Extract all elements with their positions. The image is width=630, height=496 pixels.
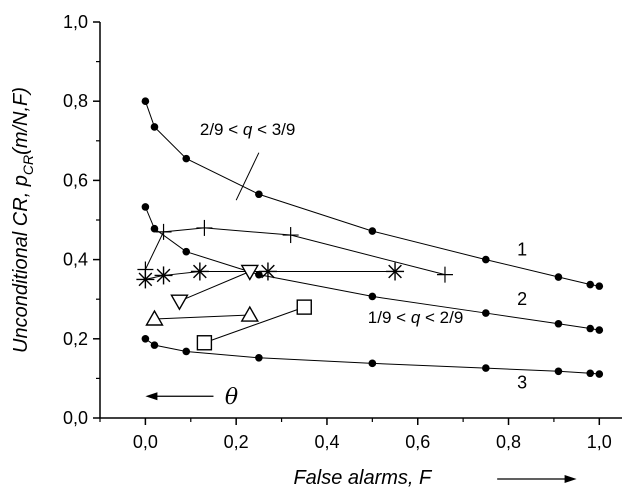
dot-point	[554, 367, 563, 376]
series-line	[204, 306, 305, 344]
dot-point	[141, 335, 150, 343]
dot-point	[368, 359, 377, 368]
x-tick-label: 0,8	[496, 432, 521, 452]
square-point	[196, 335, 213, 351]
asterisk-point	[258, 262, 277, 281]
curve-label: 1	[517, 240, 527, 260]
dot-point	[141, 203, 150, 211]
curve-label: 2	[517, 289, 527, 309]
plus-point	[155, 223, 172, 240]
y-axis-title: Unconditional CR, pCR(m/N,F)	[10, 87, 36, 353]
triangle-down-point	[170, 294, 189, 311]
series-line	[145, 338, 600, 375]
axes: 0,0 0,2 0,4 0,6 0,8 1,0 0,0 0,2 0,4 0,6 0,8 1,0	[63, 12, 622, 452]
series-line	[179, 271, 250, 302]
annotation-lower: 1/9 < q < 2/9	[368, 308, 464, 327]
dot-point	[141, 97, 150, 105]
asterisk-stroke	[261, 264, 275, 279]
dot-point	[150, 224, 159, 233]
dot-point	[255, 354, 263, 362]
y-tick-label: 1,0	[63, 12, 88, 32]
asterisk-point	[190, 262, 209, 281]
dot-point	[150, 341, 159, 349]
dot-point	[150, 123, 159, 131]
theta-arrow-head	[145, 392, 158, 401]
x-tick-label: 0,2	[224, 432, 249, 452]
asterisk-stroke	[193, 264, 207, 279]
dot-point	[482, 255, 490, 264]
asterisk-stroke	[388, 264, 402, 279]
series-line	[145, 270, 396, 280]
labels: False alarms, F Unconditional CR, pCR(m/N…	[10, 87, 577, 489]
x-axis-arrow-head	[564, 475, 577, 483]
dot-point	[255, 270, 263, 279]
plus-point	[436, 266, 453, 283]
asterisk-point	[154, 266, 173, 285]
data-marks	[136, 97, 604, 378]
asterisk-point	[386, 262, 405, 281]
dot-point	[595, 326, 604, 334]
theta-label: θ	[225, 385, 238, 410]
asterisk-stroke	[156, 268, 171, 283]
x-tick-label: 1,0	[587, 432, 612, 452]
triangle-down-point	[240, 264, 259, 281]
series-line	[154, 314, 250, 320]
plus-point	[282, 227, 299, 244]
dot-point	[554, 273, 563, 281]
dot-point	[586, 369, 595, 378]
y-tick-label: 0,2	[63, 329, 88, 349]
y-tick-label: 0,8	[63, 91, 88, 111]
triangle-up-point	[240, 305, 259, 322]
asterisk-stroke	[138, 272, 153, 287]
dot-point	[482, 309, 490, 317]
y-tick-label: 0,4	[63, 250, 88, 270]
curve-label: 3	[517, 372, 527, 392]
annotation-upper: 2/9 < q < 3/9	[200, 120, 296, 139]
dot-point	[368, 292, 377, 301]
dot-point	[554, 319, 563, 328]
dot-point	[595, 282, 604, 290]
triangle-up-point	[145, 309, 164, 326]
square-point	[296, 299, 312, 315]
asterisk-point	[136, 270, 155, 289]
dot-point	[586, 280, 595, 289]
dot-point	[182, 247, 191, 256]
x-tick-label: 0,0	[133, 432, 158, 452]
dot-point	[255, 190, 263, 199]
annotation-pointer-line	[235, 152, 260, 201]
series-lines	[144, 101, 600, 375]
dot-point	[595, 370, 604, 378]
dot-point	[182, 154, 191, 163]
y-tick-label: 0,6	[63, 170, 88, 190]
plus-point	[196, 219, 213, 236]
x-tick-label: 0,4	[314, 432, 339, 452]
dot-point	[586, 324, 595, 333]
dot-point	[482, 364, 490, 372]
x-axis-title: False alarms, F	[293, 467, 433, 489]
dot-point	[368, 227, 377, 235]
y-tick-label: 0,0	[63, 408, 88, 428]
dot-point	[182, 347, 191, 356]
x-tick-label: 0,6	[405, 432, 430, 452]
